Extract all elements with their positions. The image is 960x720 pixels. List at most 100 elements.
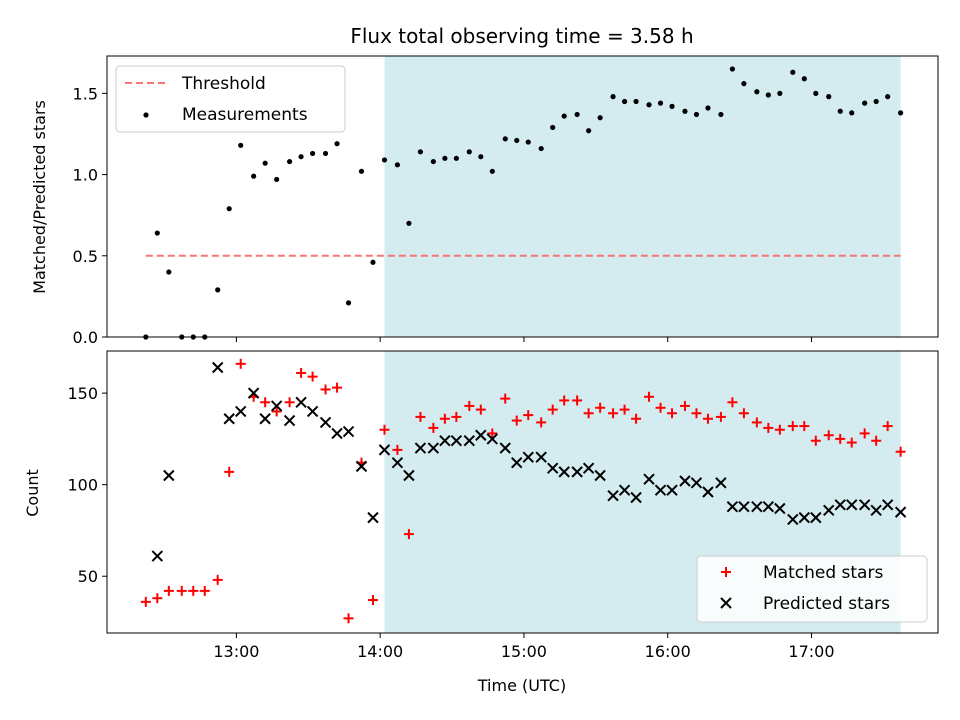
measurements-point [525,139,531,145]
top-legend-box [115,65,346,133]
predicted-stars-point [654,484,667,496]
measurements-point [453,155,459,161]
predicted-stars-point [235,405,247,418]
matched-stars-point [271,406,282,417]
matched-stars-point [511,415,522,426]
measurements-point [873,98,879,105]
bottom-y-axis-label: Count [23,469,42,517]
top-x-ticks [235,337,812,342]
measurements-point [586,128,592,134]
matched-stars-point [774,424,785,435]
bottom-panel: 50 100 150 13:00 14:00 15:00 16:00 17:00 Time … [23,350,939,695]
predicted-stars-point [823,504,835,517]
predicted-stars-point [870,504,882,517]
matched-stars-point [332,382,343,393]
y-tick-label: 1.5 [73,84,98,103]
measurements-point [370,259,376,265]
matched-stars-point [547,404,558,415]
measurements-point [478,154,484,160]
y-tick-label: 0.5 [73,247,98,266]
matched-stars-point [715,411,726,422]
top-panel-frame [106,55,939,338]
measurements-point [166,269,172,275]
matched-stars-point [608,408,619,419]
legend-matched-label: Matched stars [763,563,883,583]
matched-stars-point [464,400,475,411]
matched-stars-point [451,411,462,422]
matched-stars-point [679,400,690,411]
measurements-point [286,158,293,165]
measurements-point [849,110,855,116]
predicted-stars-point [475,429,487,441]
predicted-legend-swatch [720,597,732,609]
measurements-point [274,176,280,183]
measurements-point [610,94,616,100]
measurements-point [514,137,520,144]
matched-stars-point [188,585,199,596]
measurements-point [381,157,388,163]
matched-stars-point [475,404,486,415]
predicted-stars-point [283,414,296,427]
matched-stars-point [235,358,246,369]
legend-predicted-label: Predicted stars [763,594,890,614]
measurements-point [417,149,424,155]
predicted-stars-point [810,511,822,524]
predicted-stars-point [151,550,164,562]
measurements-point [693,111,700,118]
matched-stars-point [536,417,547,428]
predicted-stars-point [522,451,534,463]
measurements-point [574,111,580,118]
predicted-stars-point [643,473,655,485]
matched-stars-point [751,417,762,428]
predicted-stars-point [486,433,499,445]
x-tick-label: 15:00 [501,642,547,661]
measurements-point [885,94,891,100]
matched-stars-point [343,613,354,624]
matched-stars-point [835,433,846,444]
matched-stars-point [644,391,655,402]
matched-stars-point [846,437,857,448]
predicted-stars-point [439,435,451,447]
x-axis-label: Time (UTC) [477,676,566,695]
measurements-point [226,206,232,212]
matched-stars-point [572,395,583,406]
measurements-point [466,149,472,155]
matched-stars-point [859,428,870,439]
predicted-stars-point [378,444,391,456]
measurements-point [298,154,304,160]
matched-stars-point [871,435,882,446]
bottom-panel-frame [106,350,939,634]
matched-stars-point [882,421,893,432]
predicted-stars-point [247,387,260,399]
matched-stars-point [810,435,821,446]
predicted-stars-point [558,466,570,478]
measurements-point [538,145,544,152]
measurements-point [561,113,567,119]
x-tick-label: 14:00 [357,642,403,661]
predicted-stars-point [211,361,224,374]
y-tick-label: 100 [67,476,98,495]
matched-stars-point [379,424,390,435]
x-tick-label: 13:00 [213,642,259,661]
matched-stars-point [224,466,235,477]
matched-stars-point [583,408,594,419]
measurements-point [334,141,340,147]
measurements-point [813,90,819,96]
predicted-stars-point [319,416,332,429]
matched-stars-point [212,574,223,585]
predicted-stars-point [259,413,271,425]
matched-stars-point [691,408,702,419]
predicted-stars-point [798,511,810,524]
matched-stars-point [727,397,738,408]
predicted-stars-point [702,486,714,498]
measurements-point [345,300,352,306]
x-tick-label: 16:00 [645,642,691,661]
measurements-point [621,98,628,105]
predicted-stars-point [607,489,619,502]
predicted-stars-point [270,400,283,412]
measurements-legend-swatch [143,112,149,118]
predicted-stars-point [834,499,846,511]
measurements-point [262,160,268,166]
predicted-stars-point [499,442,511,454]
